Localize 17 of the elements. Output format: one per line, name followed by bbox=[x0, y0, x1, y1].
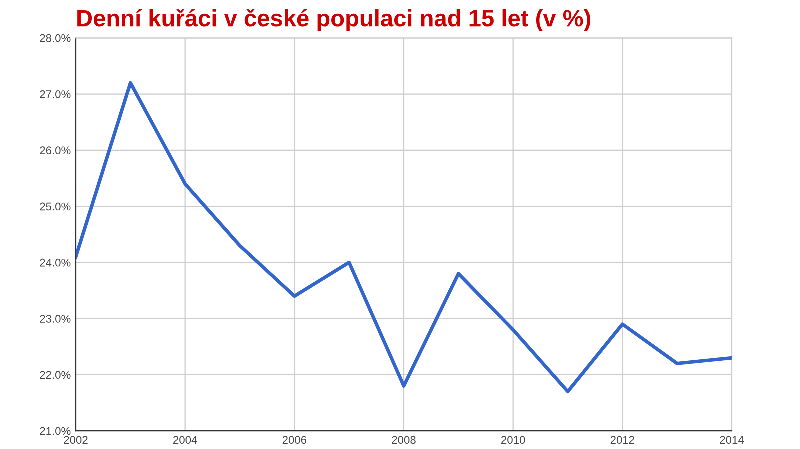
y-tick-label: 21.0% bbox=[40, 427, 71, 436]
line-series bbox=[76, 81, 732, 394]
x-tick-label: 2002 bbox=[64, 436, 88, 444]
y-tick-label: 24.0% bbox=[40, 258, 71, 267]
y-tick-label: 27.0% bbox=[40, 90, 71, 98]
chart-title: Denní kuřáci v české populaci nad 15 let (v %) bbox=[78, 8, 591, 32]
x-tick-label: 2006 bbox=[282, 436, 307, 444]
y-tick-label: 23.0% bbox=[40, 315, 71, 323]
y-tick-label: 22.0% bbox=[40, 371, 71, 380]
x-tick-label: 2004 bbox=[174, 436, 198, 444]
x-tick-label: 2010 bbox=[502, 436, 526, 444]
y-tick-label: 28.0% bbox=[40, 34, 71, 42]
x-tick-label: 2014 bbox=[720, 436, 744, 444]
y-tick-label: 25.0% bbox=[40, 202, 71, 211]
x-tick-label: 2012 bbox=[610, 436, 634, 444]
x-tick-label: 2008 bbox=[392, 436, 416, 444]
y-tick-label: 26.0% bbox=[40, 146, 71, 155]
